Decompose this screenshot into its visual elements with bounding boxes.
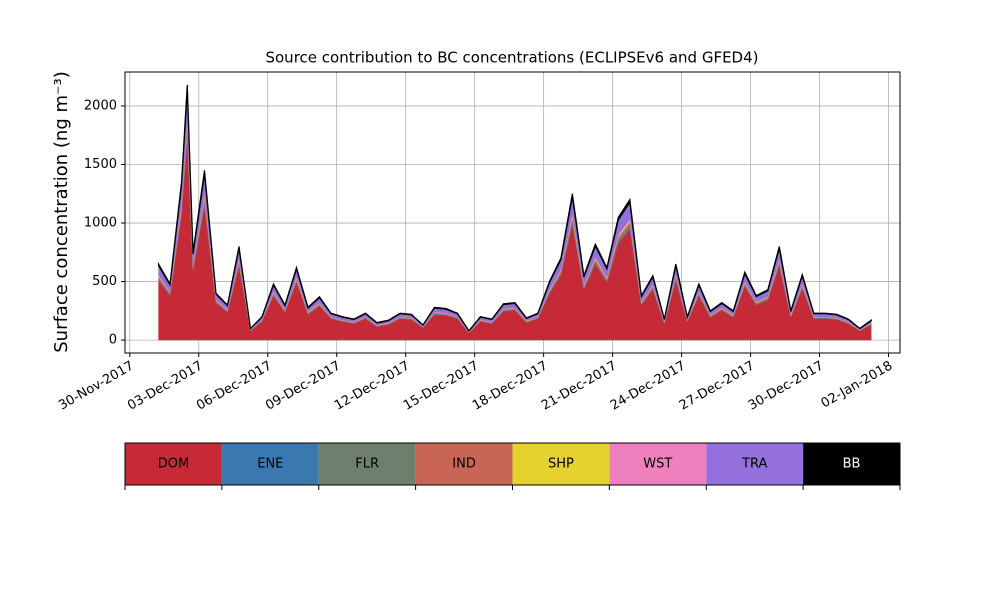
legend-label: DOM	[158, 457, 189, 472]
y-tick-label: 2000	[84, 98, 117, 113]
x-tick-label: 06-Dec-2017	[194, 359, 274, 414]
legend-swatch	[125, 443, 222, 485]
x-tick-label: 21-Dec-2017	[539, 359, 619, 414]
chart-title: Source contribution to BC concentrations…	[265, 49, 758, 67]
x-tick-label: 15-Dec-2017	[401, 359, 481, 414]
area-tra	[158, 90, 872, 333]
legend-swatch	[706, 443, 804, 485]
x-tick-label: 27-Dec-2017	[677, 359, 757, 414]
legend-label: FLR	[355, 457, 379, 472]
x-tick-label: 24-Dec-2017	[608, 359, 688, 414]
legend-label: BB	[843, 457, 861, 472]
legend-frame	[124, 442, 901, 486]
y-axis-label: Surface concentration (ng m⁻³)	[51, 71, 72, 353]
x-tick-label: 30-Nov-2017	[56, 359, 136, 414]
x-tick-label: 18-Dec-2017	[470, 359, 550, 414]
legend-swatch	[609, 443, 707, 485]
legend-swatch	[415, 443, 513, 485]
legend-label: TRA	[741, 457, 767, 472]
legend-label: WST	[643, 457, 672, 472]
x-tick-label: 02-Jan-2018	[819, 359, 896, 412]
y-tick-label: 500	[92, 274, 117, 289]
legend-swatch	[803, 443, 900, 485]
legend-swatch	[512, 443, 610, 485]
y-tick-label: 0	[109, 333, 117, 348]
x-tick-label: 03-Dec-2017	[125, 359, 205, 414]
legend-swatch	[318, 443, 416, 485]
legend-label: SHP	[548, 457, 574, 472]
legend-swatch	[221, 443, 319, 485]
plot-frame	[124, 71, 901, 354]
x-tick-label: 09-Dec-2017	[263, 359, 343, 414]
legend-label: ENE	[257, 457, 283, 472]
x-tick-label: 30-Dec-2017	[746, 359, 826, 414]
area-bb	[157, 84, 872, 332]
y-tick-label: 1500	[84, 157, 117, 172]
x-tick-label: 12-Dec-2017	[332, 359, 412, 414]
legend-label: IND	[452, 457, 476, 472]
y-tick-label: 1000	[84, 216, 117, 231]
